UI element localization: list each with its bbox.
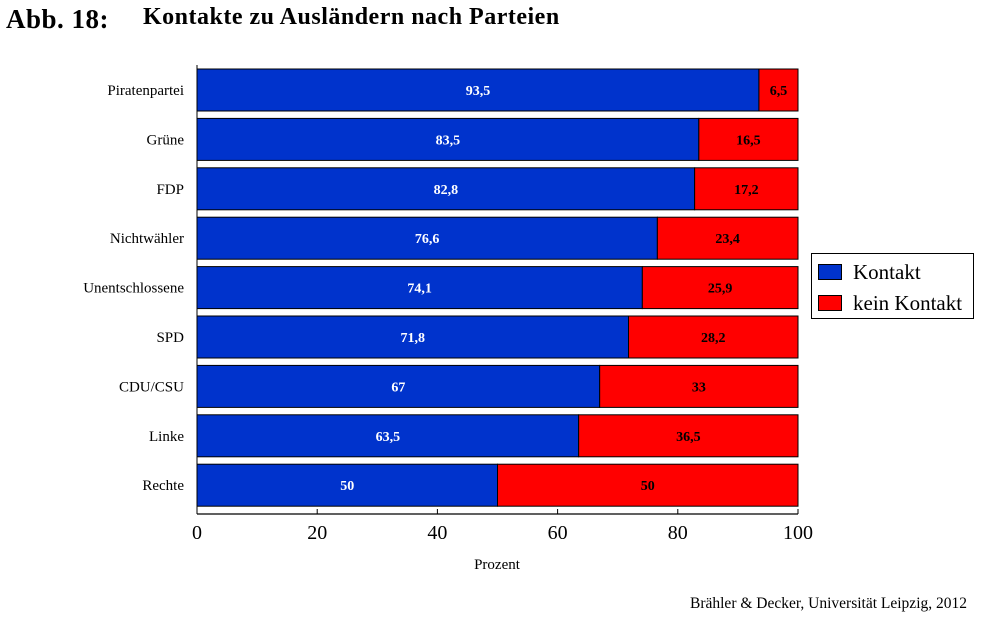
bar-unentschlossene-kein-kontakt — [641, 266, 799, 310]
x-axis: 0 20 40 60 80 100 — [192, 65, 813, 544]
data-label-fdp-kontakt: 82,8 — [434, 183, 459, 198]
bar-piratenpartei-kontakt — [196, 68, 760, 112]
chart-legend: Kontakt kein Kontakt — [811, 253, 974, 319]
data-label-gr-ne-kontakt: 83,5 — [436, 133, 461, 148]
data-label-cdu-csu-kein-kontakt: 33 — [692, 380, 706, 395]
x-tick-label-60: 60 — [548, 522, 568, 544]
bar-unentschlossene-kontakt — [196, 266, 643, 310]
data-label-rechte-kontakt: 50 — [340, 479, 354, 494]
data-label-piratenpartei-kein-kontakt: 6,5 — [770, 84, 788, 99]
data-label-spd-kein-kontakt: 28,2 — [701, 331, 726, 346]
category-label-fdp: FDP — [156, 182, 184, 198]
category-label-unentschlossene: Unentschlossene — [83, 281, 184, 297]
data-label-unentschlossene-kein-kontakt: 25,9 — [708, 282, 733, 297]
figure-label: Abb. 18: — [6, 4, 110, 34]
legend-label-kein-kontakt: kein Kontakt — [853, 290, 963, 315]
data-label-spd-kontakt: 71,8 — [401, 331, 426, 346]
bar-spd-kontakt — [196, 315, 630, 359]
bar-linke-kein-kontakt — [578, 414, 799, 458]
category-label-spd: SPD — [156, 330, 184, 346]
data-label-linke-kein-kontakt: 36,5 — [676, 430, 701, 445]
x-tick-label-20: 20 — [307, 522, 327, 544]
data-label-nichtw-hler-kontakt: 76,6 — [415, 232, 440, 247]
x-tick-label-80: 80 — [668, 522, 688, 544]
category-label-rechte: Rechte — [142, 478, 184, 494]
bar-rechte-kein-kontakt — [497, 463, 799, 507]
bar-nichtw-hler-kein-kontakt — [656, 216, 799, 260]
category-label-piratenpartei: Piratenpartei — [107, 83, 184, 99]
x-axis-label: Prozent — [474, 557, 521, 573]
bars-layer: 93,5 6,5 83,5 16,5 82,8 17,2 76,6 23,4 74,1 25,9 7… — [196, 68, 799, 507]
bar-gr-ne-kontakt — [196, 117, 700, 161]
bar-piratenpartei-kein-kontakt — [758, 68, 799, 112]
bar-cdu-csu-kein-kontakt — [599, 364, 799, 408]
data-label-gr-ne-kein-kontakt: 16,5 — [736, 133, 761, 148]
source-note: Brähler & Decker, Universität Leipzig, 2… — [690, 595, 967, 612]
category-label-gr-ne: Grüne — [147, 132, 185, 148]
bar-cdu-csu-kontakt — [196, 364, 601, 408]
legend-item-kein-kontakt: kein Kontakt — [818, 291, 962, 315]
legend-item-kontakt: Kontakt — [818, 260, 921, 284]
bar-spd-kein-kontakt — [628, 315, 799, 359]
legend-swatch-kontakt — [818, 264, 842, 280]
x-tick-label-100: 100 — [783, 522, 813, 544]
data-label-unentschlossene-kontakt: 74,1 — [407, 282, 432, 297]
category-label-cdu-csu: CDU/CSU — [119, 379, 184, 395]
legend-label-kontakt: Kontakt — [853, 259, 921, 284]
category-label-nichtw-hler: Nichtwähler — [110, 231, 184, 247]
category-labels: Piratenpartei Grüne FDP Nichtwähler Unentsch… — [83, 83, 184, 494]
x-tick-label-40: 40 — [427, 522, 447, 544]
data-label-fdp-kein-kontakt: 17,2 — [734, 183, 759, 198]
category-label-linke: Linke — [149, 429, 184, 445]
x-tick-label-0: 0 — [192, 522, 202, 544]
bar-gr-ne-kein-kontakt — [698, 117, 799, 161]
legend-swatch-kein-kontakt — [818, 295, 842, 311]
data-label-cdu-csu-kontakt: 67 — [391, 380, 405, 395]
data-label-piratenpartei-kontakt: 93,5 — [466, 84, 491, 99]
data-label-linke-kontakt: 63,5 — [376, 430, 401, 445]
bar-fdp-kein-kontakt — [694, 167, 799, 211]
bar-rechte-kontakt — [196, 463, 498, 507]
bar-nichtw-hler-kontakt — [196, 216, 658, 260]
data-label-nichtw-hler-kein-kontakt: 23,4 — [715, 232, 740, 247]
data-label-rechte-kein-kontakt: 50 — [641, 479, 655, 494]
chart-title: Kontakte zu Ausländern nach Parteien — [143, 4, 560, 30]
